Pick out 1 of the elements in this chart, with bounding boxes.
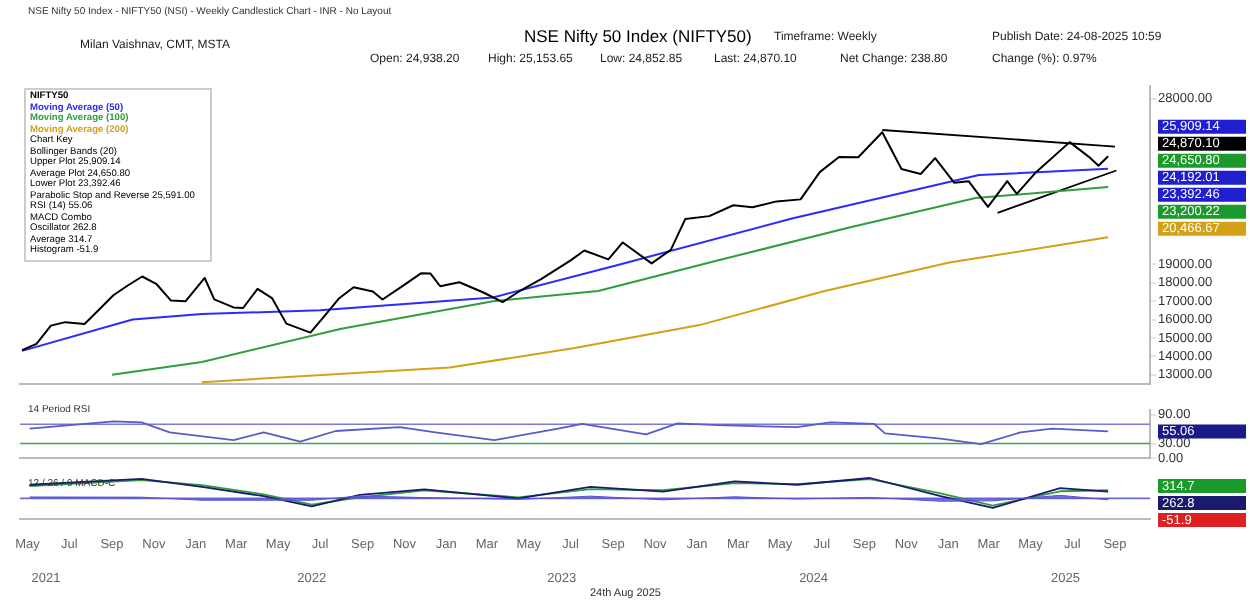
chart-title: NSE Nifty 50 Index (NIFTY50)	[524, 26, 752, 46]
